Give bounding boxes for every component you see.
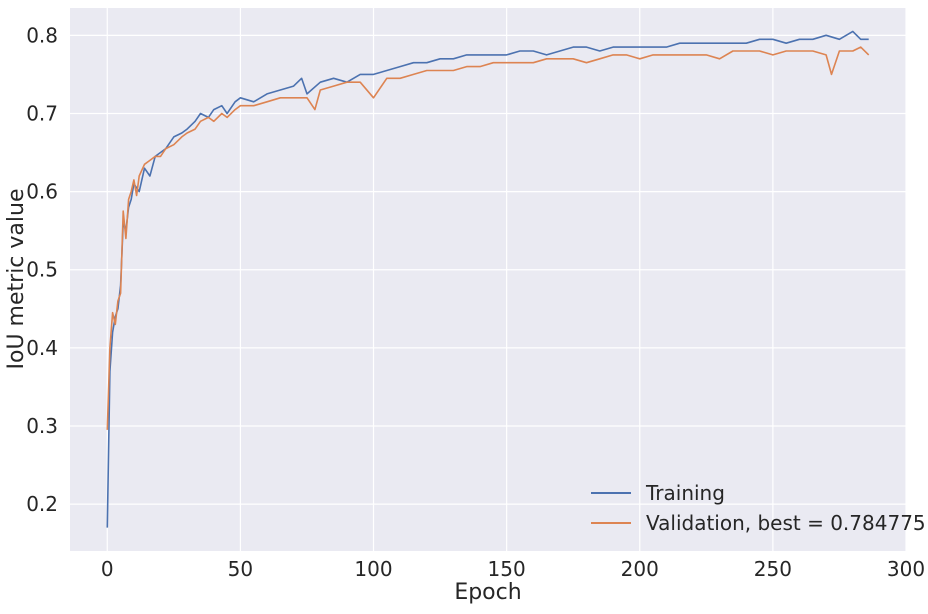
y-tick-label: 0.8 xyxy=(26,23,58,47)
x-axis-label: Epoch xyxy=(454,580,521,605)
x-tick-label: 200 xyxy=(621,557,659,581)
legend: Training Validation, best = 0.784775 xyxy=(591,481,926,535)
x-tick-label: 300 xyxy=(887,557,925,581)
legend-label-validation: Validation, best = 0.784775 xyxy=(646,511,926,535)
x-tick-label: 50 xyxy=(228,557,253,581)
x-tick-label: 100 xyxy=(354,557,392,581)
plot-background xyxy=(70,8,906,551)
grid-lines xyxy=(70,8,907,551)
series-lines xyxy=(106,30,870,528)
training-series-line xyxy=(106,30,869,528)
legend-label-training: Training xyxy=(645,481,725,505)
y-tick-label: 0.5 xyxy=(26,258,58,282)
y-tick-label: 0.6 xyxy=(26,180,58,204)
x-tick-label: 150 xyxy=(488,557,526,581)
x-tick-label: 250 xyxy=(754,557,792,581)
y-tick-label: 0.2 xyxy=(26,492,58,516)
y-tick-label: 0.7 xyxy=(26,101,58,125)
y-axis-label: IoU metric value xyxy=(4,189,29,370)
y-tick-label: 0.3 xyxy=(26,414,58,438)
x-tick-labels: 0 50 100 150 200 250 300 xyxy=(101,557,925,581)
y-tick-labels: 0.2 0.3 0.4 0.5 0.6 0.7 0.8 xyxy=(26,23,58,516)
validation-series-line xyxy=(106,46,870,430)
x-tick-label: 0 xyxy=(101,557,114,581)
y-tick-label: 0.4 xyxy=(26,336,58,360)
